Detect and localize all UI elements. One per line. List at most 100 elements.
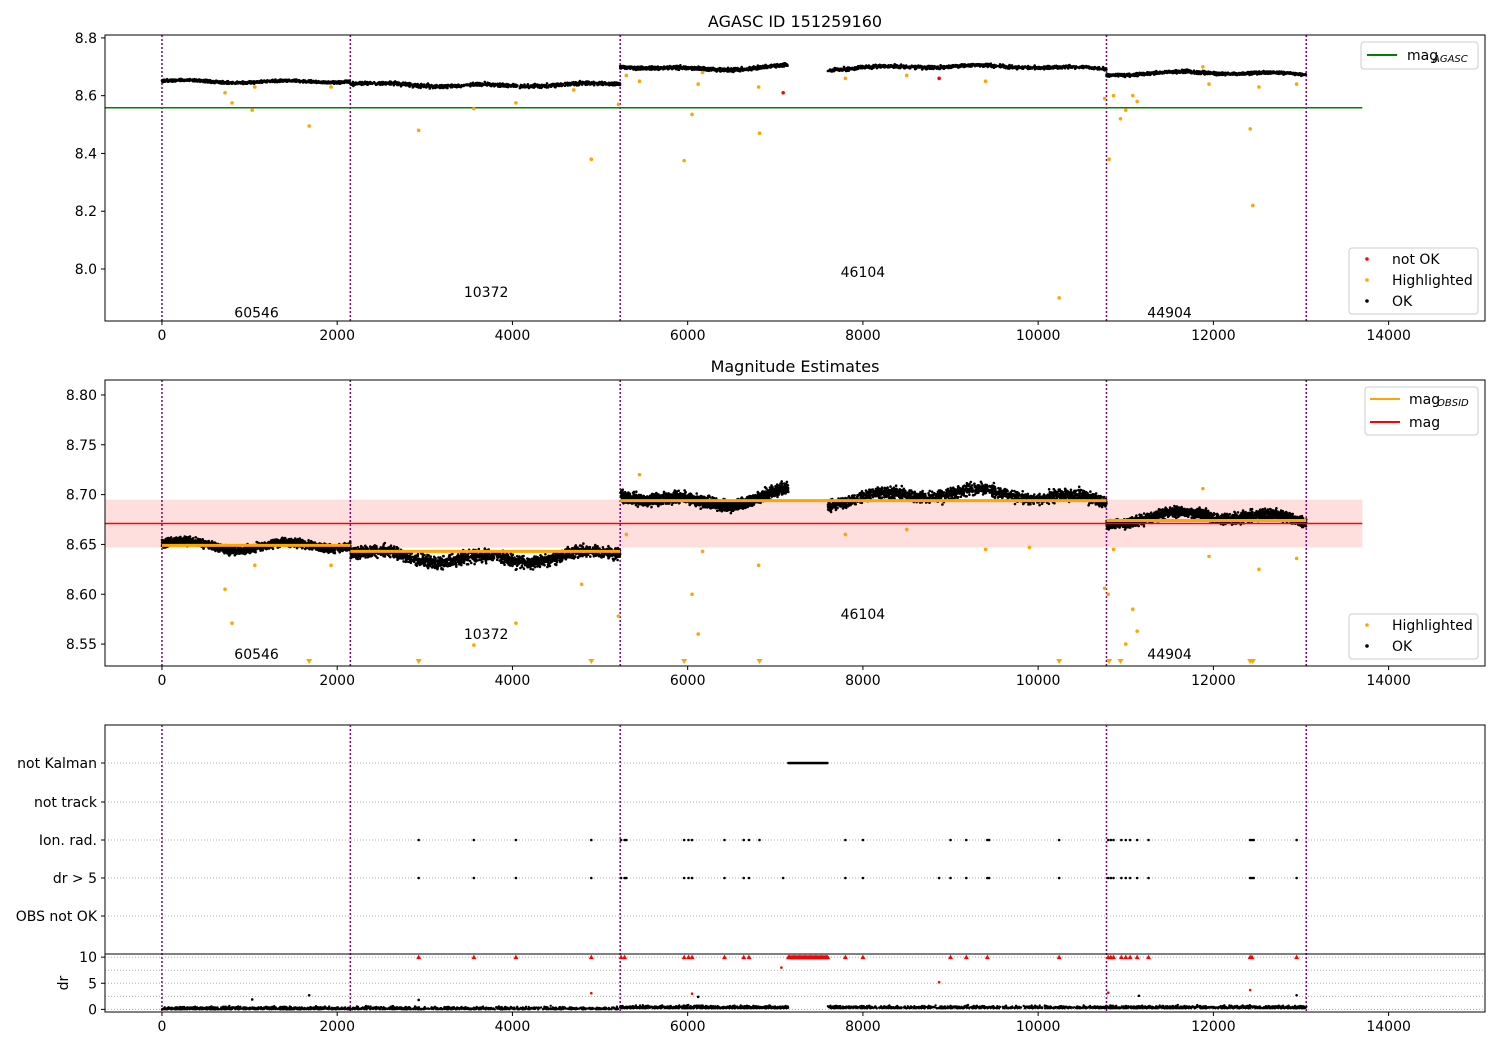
x-tick-label: 8000 xyxy=(845,1019,881,1035)
flag-point xyxy=(417,838,420,842)
flag-point xyxy=(1295,876,1298,880)
highlighted-point xyxy=(757,131,762,136)
x-tick-label: 14000 xyxy=(1366,1019,1411,1035)
highlighted-point xyxy=(1118,116,1123,121)
flag-point xyxy=(937,876,941,880)
dr-clipped-marker xyxy=(618,954,624,960)
highlighted-point xyxy=(1130,93,1135,98)
dr-clipped-marker xyxy=(681,954,687,960)
flag-point xyxy=(742,876,746,880)
below-range-marker xyxy=(1106,659,1113,664)
dr-clipped-marker xyxy=(689,954,695,960)
obsid-label: 46104 xyxy=(841,607,886,623)
x-tick-label: 12000 xyxy=(1191,328,1236,344)
dr-clipped-marker xyxy=(842,954,848,960)
dr-red-point xyxy=(1106,991,1110,994)
legend-label: not OK xyxy=(1392,252,1440,268)
flag-point xyxy=(687,838,690,842)
highlighted-point xyxy=(1102,96,1107,101)
highlighted-point xyxy=(472,643,476,647)
highlighted-point xyxy=(637,472,642,477)
flag-point xyxy=(1128,876,1132,880)
y-tick-label: 8.70 xyxy=(66,488,97,504)
flag-point xyxy=(1147,876,1150,880)
flag-point xyxy=(723,876,726,880)
highlighted-point xyxy=(1130,607,1135,611)
y-tick-label: 8.4 xyxy=(75,146,97,162)
dr-clipped-marker xyxy=(471,954,477,960)
x-tick-label: 0 xyxy=(157,1019,166,1035)
legend-label: mag xyxy=(1409,415,1440,431)
highlighted-point xyxy=(1135,99,1139,104)
highlighted-point xyxy=(756,85,761,89)
legend-dot xyxy=(1365,257,1369,261)
below-range-marker xyxy=(588,659,595,664)
x-tick-label: 10000 xyxy=(1016,1019,1061,1035)
highlighted-point xyxy=(416,128,421,133)
legend-box xyxy=(1360,41,1479,70)
dr-clipped-marker xyxy=(746,954,752,960)
obsid-label: 46104 xyxy=(841,265,886,281)
legend-box xyxy=(1348,247,1479,315)
highlighted-point xyxy=(1251,203,1255,208)
highlighted-point xyxy=(230,101,234,105)
dr-outlier xyxy=(1295,993,1298,997)
x-tick-label: 14000 xyxy=(1366,328,1411,344)
highlighted-point xyxy=(696,632,700,636)
y-tick-label: 8.8 xyxy=(75,31,97,47)
plot-area: 60546 10372 46104 44904 xyxy=(105,35,1363,321)
x-tick-label: 0 xyxy=(157,328,166,344)
highlighted-point xyxy=(571,88,576,92)
legend-agasc-label: mag xyxy=(1407,48,1438,64)
highlighted-point xyxy=(253,85,257,89)
obsid-label: 44904 xyxy=(1147,305,1192,321)
dr-clipped-marker xyxy=(963,954,969,960)
legend-label: mag xyxy=(1409,392,1440,408)
below-range-marker xyxy=(306,659,313,664)
highlighted-point xyxy=(616,614,621,618)
dr-outlier xyxy=(696,995,700,999)
legend-dot xyxy=(1365,299,1369,303)
highlighted-point xyxy=(1207,554,1211,559)
flag-point xyxy=(682,876,686,880)
x-tick-label: 10000 xyxy=(1016,673,1061,689)
axes-frame xyxy=(104,34,1486,322)
not-ok-point xyxy=(781,90,785,95)
flag-point xyxy=(1109,876,1113,880)
highlighted-point xyxy=(579,582,584,587)
flag-point xyxy=(625,838,628,842)
flag-point xyxy=(589,838,593,842)
x-tick-label: 6000 xyxy=(670,328,706,344)
flag-point xyxy=(514,838,518,842)
highlighted-point xyxy=(1111,547,1116,552)
dr-clipped-marker xyxy=(622,954,628,960)
highlighted-point xyxy=(843,76,848,81)
top-chart-title: AGASC ID 151259160 xyxy=(708,12,882,31)
flag-point xyxy=(964,838,968,842)
highlighted-point xyxy=(307,124,311,128)
dr-clipped-marker xyxy=(1294,954,1300,960)
flag-point xyxy=(1295,838,1298,842)
highlighted-point xyxy=(1106,592,1111,597)
flag-point xyxy=(682,838,686,842)
legend-agasc-subscript: AGASC xyxy=(1432,54,1468,65)
plot-area xyxy=(105,954,1485,1011)
flag-point xyxy=(514,876,518,880)
legend-label: Highlighted xyxy=(1392,273,1473,289)
flag-point xyxy=(1124,838,1128,842)
x-tick-label: 2000 xyxy=(319,673,355,689)
plot-area: 60546 10372 46104 44904 xyxy=(105,380,1363,666)
obsid-label: 44904 xyxy=(1147,647,1192,663)
flag-point xyxy=(1135,876,1139,880)
flag-point xyxy=(687,876,690,880)
highlighted-point xyxy=(756,563,761,568)
flag-row-label: Ion. rad. xyxy=(39,833,97,849)
flag-point xyxy=(987,838,991,842)
highlighted-point xyxy=(253,563,257,568)
flag-point xyxy=(1106,838,1110,842)
highlighted-point xyxy=(1027,545,1032,550)
highlighted-point xyxy=(843,532,848,537)
x-tick-label: 14000 xyxy=(1366,673,1411,689)
obsid-label: 60546 xyxy=(234,305,279,321)
